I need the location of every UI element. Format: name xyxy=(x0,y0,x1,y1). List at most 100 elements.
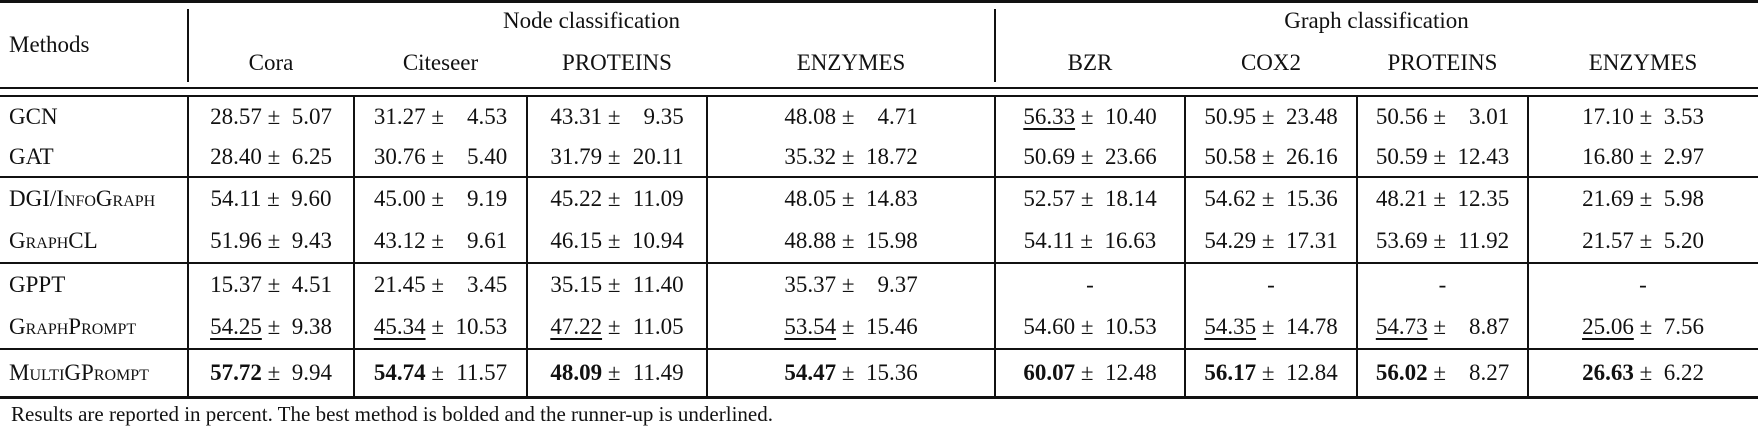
result-cell: 47.22 ± 11.05 xyxy=(550,314,684,340)
method-name: DGI/InfoGraph xyxy=(9,186,156,212)
column-separator-line xyxy=(1356,350,1358,396)
std-value: 9.43 xyxy=(291,228,332,254)
column-separator-line xyxy=(1527,264,1529,348)
mean-value: 48.05 xyxy=(784,186,837,212)
dataset-header-enzymes: ENZYMES xyxy=(1588,50,1698,76)
column-separator-line xyxy=(706,97,708,176)
result-cell: 15.37 ± 4.51 xyxy=(210,272,332,298)
mean-value: 21.45 xyxy=(373,272,426,298)
mean-value: 30.76 xyxy=(373,143,426,169)
std-value: 11.92 xyxy=(1458,228,1510,254)
group-header-node-classification: Node classification xyxy=(503,8,680,34)
std-value: 12.84 xyxy=(1285,360,1338,386)
std-value: 9.19 xyxy=(466,186,508,212)
std-value: 20.11 xyxy=(632,143,684,169)
table-header: Methods Node classification Cora Citeseer PR… xyxy=(0,3,1758,87)
mean-value: 15.37 xyxy=(210,272,262,298)
std-value: 4.71 xyxy=(877,104,918,130)
dataset-header-enzymes: ENZYMES xyxy=(796,50,906,76)
table-body: GCN 28.57 ± 5.07 31.27 ± 4.53 43.31 ± 9.35 4… xyxy=(0,97,1758,396)
std-value: 3.45 xyxy=(466,272,508,298)
mean-value: 54.60 xyxy=(1023,314,1076,340)
dataset-header-proteins: PROTEINS xyxy=(1387,50,1498,76)
result-cell: - xyxy=(1086,272,1094,298)
runner-up-value: 53.54 xyxy=(784,314,837,340)
result-cell: 35.32 ± 18.72 xyxy=(784,143,918,169)
mean-value: 35.15 xyxy=(550,272,603,298)
result-cell: 26.63 ± 6.22 xyxy=(1582,360,1704,386)
column-separator-line xyxy=(526,350,528,396)
result-cell: 48.21 ± 12.35 xyxy=(1375,186,1510,212)
mean-value: 16.80 xyxy=(1582,143,1634,169)
row-group: DGI/InfoGraph 54.11 ± 9.60 45.00 ± 9.19 45.… xyxy=(0,178,1758,262)
result-cell: 56.02 ± 8.27 xyxy=(1375,360,1510,386)
row-group-rule xyxy=(0,176,1758,178)
method-name: GPPT xyxy=(9,272,66,298)
std-value: 11.05 xyxy=(632,314,684,340)
std-value: 8.27 xyxy=(1468,360,1510,386)
mean-value: 51.96 xyxy=(210,228,262,254)
column-separator-line xyxy=(706,350,708,396)
mean-value: 45.00 xyxy=(373,186,426,212)
header-double-rule xyxy=(0,87,1758,97)
std-value: 17.31 xyxy=(1285,228,1338,254)
result-cell: 57.72 ± 9.94 xyxy=(210,360,332,386)
mean-value: 35.32 xyxy=(784,143,837,169)
column-separator-line xyxy=(526,264,528,348)
std-value: 10.40 xyxy=(1104,104,1157,130)
mean-value: 50.56 xyxy=(1375,104,1428,130)
result-cell: 48.09 ± 11.49 xyxy=(550,360,684,386)
dataset-header-cox2: COX2 xyxy=(1240,50,1302,76)
std-value: 5.98 xyxy=(1663,186,1704,212)
row-group: GPPT 15.37 ± 4.51 21.45 ± 3.45 35.15 ± 11.4… xyxy=(0,264,1758,348)
result-cell: 53.69 ± 11.92 xyxy=(1375,228,1510,254)
methods-column-header: Methods xyxy=(9,32,90,58)
group-separator-line xyxy=(994,178,996,262)
std-value: 11.40 xyxy=(632,272,684,298)
column-separator-line xyxy=(526,97,528,176)
best-value: 60.07 xyxy=(1023,360,1076,386)
mean-value: 31.79 xyxy=(550,143,603,169)
mean-value: 17.10 xyxy=(1582,104,1634,130)
result-cell: 43.31 ± 9.35 xyxy=(550,104,684,130)
result-cell: 54.11 ± 9.60 xyxy=(210,186,332,212)
column-separator-line xyxy=(706,264,708,348)
column-separator-line xyxy=(526,178,528,262)
column-separator-line xyxy=(1356,178,1358,262)
result-cell: 54.11 ± 16.63 xyxy=(1023,228,1157,254)
mean-value: 43.31 xyxy=(550,104,603,130)
result-cell: 54.35 ± 14.78 xyxy=(1204,314,1338,340)
std-value: 16.63 xyxy=(1104,228,1157,254)
result-cell: 60.07 ± 12.48 xyxy=(1023,360,1157,386)
column-separator-line xyxy=(1184,97,1186,176)
result-cell: 45.22 ± 11.09 xyxy=(550,186,684,212)
result-cell: 50.69 ± 23.66 xyxy=(1023,143,1157,169)
result-cell: 17.10 ± 3.53 xyxy=(1582,104,1704,130)
mean-value: 48.08 xyxy=(784,104,837,130)
result-cell: 52.57 ± 18.14 xyxy=(1023,186,1157,212)
column-separator-line xyxy=(1356,97,1358,176)
mean-value: 48.21 xyxy=(1375,186,1428,212)
mean-value: 46.15 xyxy=(550,228,603,254)
best-value: 48.09 xyxy=(550,360,603,386)
row-group: GCN 28.57 ± 5.07 31.27 ± 4.53 43.31 ± 9.35 4… xyxy=(0,97,1758,176)
result-cell: 54.47 ± 15.36 xyxy=(784,360,918,386)
result-cell: 54.73 ± 8.87 xyxy=(1375,314,1510,340)
result-cell: 46.15 ± 10.94 xyxy=(550,228,684,254)
std-value: 5.20 xyxy=(1663,228,1704,254)
dataset-header-citeseer: Citeseer xyxy=(402,50,479,76)
std-value: 2.97 xyxy=(1663,143,1704,169)
column-separator-line xyxy=(187,350,189,396)
std-value: 5.40 xyxy=(466,143,508,169)
column-separator-line xyxy=(1527,350,1529,396)
std-value: 9.94 xyxy=(291,360,332,386)
std-value: 7.56 xyxy=(1663,314,1704,340)
std-value: 9.35 xyxy=(643,104,684,130)
result-cell: 16.80 ± 2.97 xyxy=(1582,143,1704,169)
mean-value: 21.69 xyxy=(1582,186,1634,212)
mean-value: 50.59 xyxy=(1375,143,1428,169)
mean-value: 54.11 xyxy=(1023,228,1075,254)
result-cell: 28.40 ± 6.25 xyxy=(210,143,332,169)
std-value: 11.09 xyxy=(632,186,684,212)
